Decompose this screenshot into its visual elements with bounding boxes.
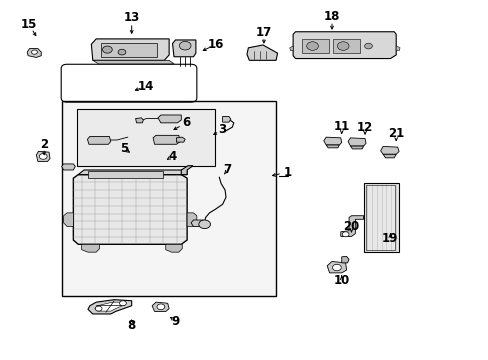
Text: 17: 17 (255, 26, 271, 39)
Bar (101, 43, 157, 57)
Polygon shape (292, 32, 395, 59)
Polygon shape (36, 152, 50, 161)
Text: 6: 6 (182, 116, 190, 129)
Text: 9: 9 (171, 315, 179, 328)
Polygon shape (350, 146, 363, 149)
Text: 8: 8 (127, 319, 136, 332)
Polygon shape (326, 261, 346, 273)
Polygon shape (181, 166, 193, 175)
Text: 16: 16 (208, 38, 224, 51)
Polygon shape (380, 147, 398, 154)
Circle shape (31, 50, 37, 54)
Text: 3: 3 (218, 123, 226, 136)
Polygon shape (88, 300, 131, 314)
Circle shape (157, 304, 164, 310)
Polygon shape (246, 45, 277, 60)
Text: 4: 4 (168, 149, 176, 163)
Text: 18: 18 (323, 10, 340, 23)
Polygon shape (172, 40, 196, 57)
Polygon shape (187, 213, 197, 226)
Polygon shape (81, 244, 100, 252)
Circle shape (332, 264, 341, 271)
Polygon shape (340, 216, 363, 237)
Polygon shape (91, 39, 169, 60)
Text: 11: 11 (333, 120, 349, 133)
Polygon shape (382, 154, 395, 158)
Text: 21: 21 (387, 127, 404, 140)
Text: 1: 1 (283, 166, 291, 179)
Text: 15: 15 (21, 18, 37, 31)
Text: 7: 7 (223, 163, 231, 176)
Circle shape (102, 46, 112, 53)
Circle shape (39, 154, 47, 159)
Polygon shape (152, 302, 169, 311)
Text: 12: 12 (356, 121, 372, 134)
Polygon shape (95, 302, 123, 311)
Polygon shape (158, 115, 181, 123)
Bar (77, 109, 215, 166)
Polygon shape (323, 137, 341, 145)
Polygon shape (176, 137, 185, 142)
Circle shape (95, 306, 102, 311)
Bar (363, 183, 398, 252)
Text: 19: 19 (382, 233, 398, 246)
Text: 14: 14 (138, 80, 154, 93)
Text: 5: 5 (120, 142, 128, 155)
Text: 13: 13 (123, 11, 140, 24)
Bar (332, 39, 359, 53)
Polygon shape (78, 170, 187, 175)
Text: 2: 2 (40, 138, 48, 151)
Bar (301, 39, 328, 53)
Polygon shape (325, 145, 339, 148)
Circle shape (119, 301, 126, 306)
Circle shape (364, 43, 372, 49)
Bar (366, 185, 394, 249)
Bar (88, 171, 163, 178)
Circle shape (337, 42, 348, 50)
Circle shape (118, 49, 125, 55)
Polygon shape (63, 213, 73, 226)
Polygon shape (27, 49, 41, 58)
Polygon shape (347, 138, 366, 146)
Polygon shape (165, 244, 182, 252)
Polygon shape (289, 46, 292, 51)
Circle shape (199, 220, 210, 229)
Polygon shape (73, 175, 187, 244)
Polygon shape (93, 60, 174, 64)
Bar (62, 102, 276, 296)
Polygon shape (153, 135, 180, 144)
Text: 20: 20 (343, 220, 359, 233)
Polygon shape (135, 118, 143, 123)
Polygon shape (87, 136, 111, 144)
Polygon shape (395, 46, 399, 51)
Circle shape (179, 41, 191, 50)
Polygon shape (341, 256, 348, 263)
Circle shape (342, 232, 348, 237)
Text: 10: 10 (333, 274, 349, 287)
Polygon shape (61, 164, 75, 170)
Circle shape (306, 42, 318, 50)
Polygon shape (222, 116, 230, 122)
Polygon shape (191, 220, 205, 226)
